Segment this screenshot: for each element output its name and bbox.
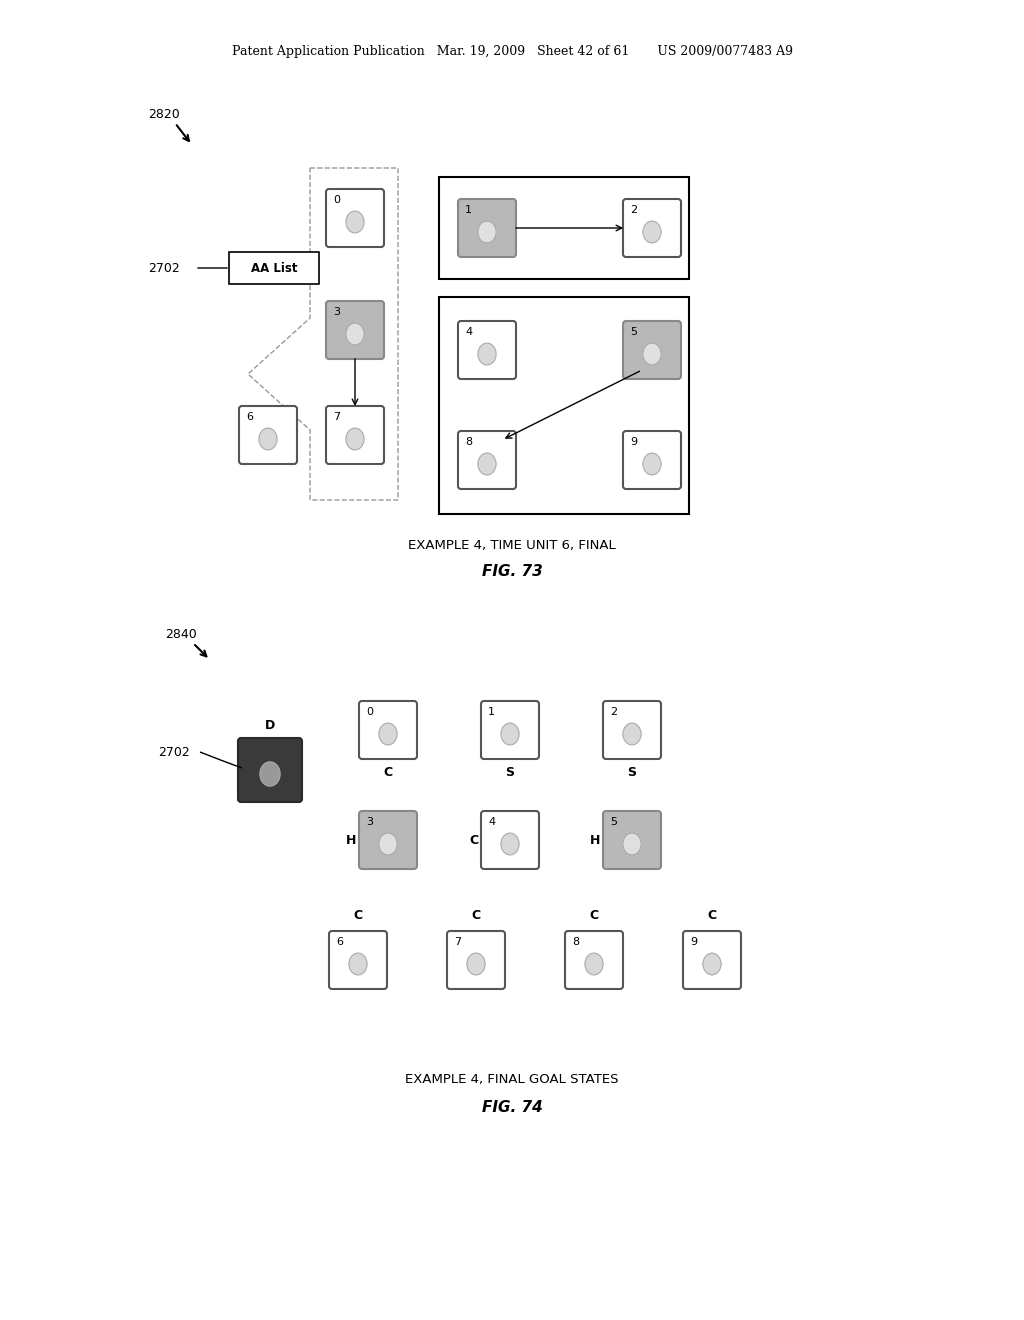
- Ellipse shape: [643, 343, 662, 364]
- Text: Patent Application Publication   Mar. 19, 2009   Sheet 42 of 61       US 2009/00: Patent Application Publication Mar. 19, …: [231, 45, 793, 58]
- FancyBboxPatch shape: [447, 931, 505, 989]
- FancyBboxPatch shape: [326, 407, 384, 465]
- Text: 8: 8: [572, 937, 580, 946]
- FancyBboxPatch shape: [603, 701, 662, 759]
- Text: 1: 1: [465, 205, 472, 215]
- Text: AA List: AA List: [251, 261, 297, 275]
- Text: 1: 1: [488, 708, 495, 717]
- Text: H: H: [346, 833, 356, 846]
- FancyBboxPatch shape: [623, 199, 681, 257]
- Text: FIG. 74: FIG. 74: [481, 1100, 543, 1114]
- Text: 3: 3: [333, 308, 340, 317]
- Text: 2840: 2840: [165, 628, 197, 642]
- Ellipse shape: [623, 833, 641, 855]
- Text: 6: 6: [336, 937, 343, 946]
- FancyBboxPatch shape: [683, 931, 741, 989]
- Ellipse shape: [379, 723, 397, 744]
- Text: 2702: 2702: [148, 261, 180, 275]
- FancyBboxPatch shape: [481, 701, 539, 759]
- Text: 2820: 2820: [148, 108, 180, 121]
- Ellipse shape: [467, 953, 485, 975]
- FancyBboxPatch shape: [359, 810, 417, 869]
- Ellipse shape: [478, 453, 496, 475]
- Text: 2702: 2702: [158, 746, 189, 759]
- Ellipse shape: [643, 453, 662, 475]
- Ellipse shape: [478, 343, 496, 364]
- Text: 0: 0: [366, 708, 373, 717]
- FancyBboxPatch shape: [238, 738, 302, 803]
- Text: 4: 4: [465, 327, 472, 337]
- Text: C: C: [471, 909, 480, 921]
- Text: EXAMPLE 4, TIME UNIT 6, FINAL: EXAMPLE 4, TIME UNIT 6, FINAL: [409, 539, 615, 552]
- Text: 8: 8: [465, 437, 472, 447]
- Text: 2: 2: [610, 708, 617, 717]
- Text: 3: 3: [366, 817, 373, 828]
- Text: 9: 9: [630, 437, 637, 447]
- Ellipse shape: [260, 762, 281, 787]
- Text: 9: 9: [690, 937, 697, 946]
- Text: C: C: [708, 909, 717, 921]
- Text: C: C: [469, 833, 478, 846]
- FancyBboxPatch shape: [623, 432, 681, 488]
- Text: 5: 5: [630, 327, 637, 337]
- Ellipse shape: [585, 953, 603, 975]
- FancyBboxPatch shape: [458, 432, 516, 488]
- Ellipse shape: [346, 211, 365, 232]
- FancyBboxPatch shape: [239, 407, 297, 465]
- FancyBboxPatch shape: [326, 301, 384, 359]
- Text: 7: 7: [333, 412, 340, 422]
- Ellipse shape: [379, 833, 397, 855]
- Ellipse shape: [346, 428, 365, 450]
- FancyBboxPatch shape: [229, 252, 319, 284]
- Text: C: C: [590, 909, 599, 921]
- FancyBboxPatch shape: [458, 199, 516, 257]
- Ellipse shape: [702, 953, 721, 975]
- Text: 2: 2: [630, 205, 637, 215]
- FancyBboxPatch shape: [439, 297, 689, 513]
- Text: C: C: [353, 909, 362, 921]
- FancyBboxPatch shape: [458, 321, 516, 379]
- Text: 4: 4: [488, 817, 496, 828]
- Ellipse shape: [643, 220, 662, 243]
- Ellipse shape: [501, 833, 519, 855]
- Ellipse shape: [478, 220, 496, 243]
- FancyBboxPatch shape: [623, 321, 681, 379]
- Text: S: S: [506, 766, 514, 779]
- Ellipse shape: [259, 428, 278, 450]
- FancyBboxPatch shape: [359, 701, 417, 759]
- Text: FIG. 73: FIG. 73: [481, 565, 543, 579]
- FancyBboxPatch shape: [481, 810, 539, 869]
- Ellipse shape: [346, 323, 365, 345]
- FancyBboxPatch shape: [603, 810, 662, 869]
- Ellipse shape: [623, 723, 641, 744]
- Text: 0: 0: [333, 195, 340, 205]
- Text: 6: 6: [246, 412, 253, 422]
- FancyBboxPatch shape: [565, 931, 623, 989]
- Ellipse shape: [501, 723, 519, 744]
- Text: H: H: [590, 833, 600, 846]
- FancyBboxPatch shape: [439, 177, 689, 279]
- Text: 5: 5: [610, 817, 617, 828]
- FancyBboxPatch shape: [326, 189, 384, 247]
- Text: 7: 7: [454, 937, 461, 946]
- Text: D: D: [265, 719, 275, 733]
- Text: S: S: [628, 766, 637, 779]
- FancyBboxPatch shape: [329, 931, 387, 989]
- Text: EXAMPLE 4, FINAL GOAL STATES: EXAMPLE 4, FINAL GOAL STATES: [406, 1073, 618, 1086]
- Text: C: C: [383, 766, 392, 779]
- Ellipse shape: [349, 953, 367, 975]
